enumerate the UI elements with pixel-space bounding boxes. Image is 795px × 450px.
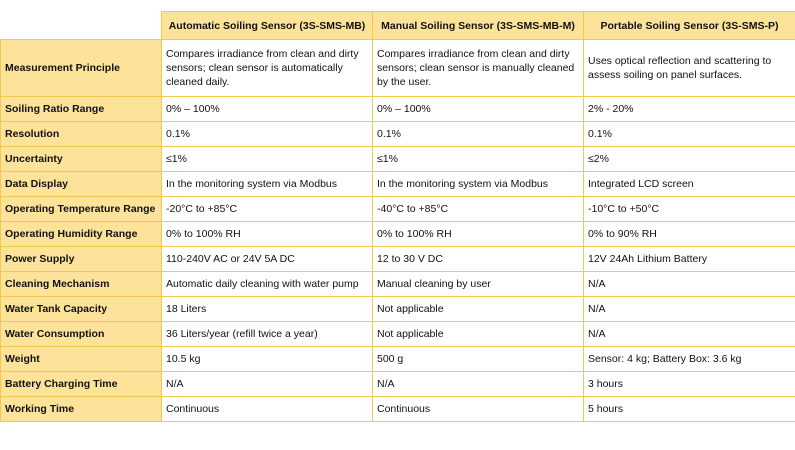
- header-row: Automatic Soiling Sensor (3S-SMS-MB) Man…: [0, 11, 795, 40]
- cell-portable: 0% to 90% RH: [583, 221, 795, 247]
- row-label: Uncertainty: [0, 146, 162, 172]
- cell-portable: 5 hours: [583, 396, 795, 422]
- cell-manual: Compares irradiance from clean and dirty…: [372, 39, 584, 97]
- row-label: Resolution: [0, 121, 162, 147]
- row-label: Operating Temperature Range: [0, 196, 162, 222]
- cell-automatic: 18 Liters: [161, 296, 373, 322]
- cell-automatic: 0% to 100% RH: [161, 221, 373, 247]
- cell-portable: ≤2%: [583, 146, 795, 172]
- cell-automatic: -20°C to +85°C: [161, 196, 373, 222]
- cell-manual: N/A: [372, 371, 584, 397]
- cell-portable: Uses optical reflection and scattering t…: [583, 39, 795, 97]
- cell-manual: 12 to 30 V DC: [372, 246, 584, 272]
- row-label: Water Consumption: [0, 321, 162, 347]
- cell-manual: Continuous: [372, 396, 584, 422]
- row-label: Operating Humidity Range: [0, 221, 162, 247]
- table-row: Weight 10.5 kg 500 g Sensor: 4 kg; Batte…: [0, 346, 795, 372]
- table-row: Working Time Continuous Continuous 5 hou…: [0, 396, 795, 422]
- table-row: Operating Humidity Range 0% to 100% RH 0…: [0, 221, 795, 247]
- cell-manual: 500 g: [372, 346, 584, 372]
- cell-portable: Integrated LCD screen: [583, 171, 795, 197]
- cell-portable: 3 hours: [583, 371, 795, 397]
- row-label: Battery Charging Time: [0, 371, 162, 397]
- cell-automatic: N/A: [161, 371, 373, 397]
- cell-manual: 0.1%: [372, 121, 584, 147]
- row-label: Working Time: [0, 396, 162, 422]
- cell-manual: 0% to 100% RH: [372, 221, 584, 247]
- table-row: Measurement Principle Compares irradianc…: [0, 39, 795, 97]
- row-label: Water Tank Capacity: [0, 296, 162, 322]
- cell-portable: 12V 24Ah Lithium Battery: [583, 246, 795, 272]
- table-row: Water Consumption 36 Liters/year (refill…: [0, 321, 795, 347]
- cell-automatic: 36 Liters/year (refill twice a year): [161, 321, 373, 347]
- table-row: Battery Charging Time N/A N/A 3 hours: [0, 371, 795, 397]
- table-row: Cleaning Mechanism Automatic daily clean…: [0, 271, 795, 297]
- cell-portable: N/A: [583, 321, 795, 347]
- header-automatic-sensor: Automatic Soiling Sensor (3S-SMS-MB): [161, 11, 373, 40]
- spec-comparison-table: Automatic Soiling Sensor (3S-SMS-MB) Man…: [0, 11, 795, 422]
- cell-automatic: ≤1%: [161, 146, 373, 172]
- table-row: Soiling Ratio Range 0% – 100% 0% – 100% …: [0, 96, 795, 122]
- table-row: Power Supply 110-240V AC or 24V 5A DC 12…: [0, 246, 795, 272]
- cell-automatic: 110-240V AC or 24V 5A DC: [161, 246, 373, 272]
- cell-automatic: 0% – 100%: [161, 96, 373, 122]
- cell-manual: -40°C to +85°C: [372, 196, 584, 222]
- table-row: Operating Temperature Range -20°C to +85…: [0, 196, 795, 222]
- cell-manual: In the monitoring system via Modbus: [372, 171, 584, 197]
- row-label: Measurement Principle: [0, 39, 162, 97]
- cell-automatic: In the monitoring system via Modbus: [161, 171, 373, 197]
- row-label: Weight: [0, 346, 162, 372]
- cell-portable: Sensor: 4 kg; Battery Box: 3.6 kg: [583, 346, 795, 372]
- cell-portable: 0.1%: [583, 121, 795, 147]
- header-manual-sensor: Manual Soiling Sensor (3S-SMS-MB-M): [372, 11, 584, 40]
- row-label: Data Display: [0, 171, 162, 197]
- table-row: Uncertainty ≤1% ≤1% ≤2%: [0, 146, 795, 172]
- row-label: Soiling Ratio Range: [0, 96, 162, 122]
- cell-portable: 2% - 20%: [583, 96, 795, 122]
- cell-portable: N/A: [583, 296, 795, 322]
- table-row: Water Tank Capacity 18 Liters Not applic…: [0, 296, 795, 322]
- cell-automatic: Automatic daily cleaning with water pump: [161, 271, 373, 297]
- header-portable-sensor: Portable Soiling Sensor (3S-SMS-P): [583, 11, 795, 40]
- cell-automatic: Continuous: [161, 396, 373, 422]
- cell-automatic: 10.5 kg: [161, 346, 373, 372]
- table-row: Data Display In the monitoring system vi…: [0, 171, 795, 197]
- cell-automatic: Compares irradiance from clean and dirty…: [161, 39, 373, 97]
- header-corner-cell: [0, 11, 162, 40]
- cell-automatic: 0.1%: [161, 121, 373, 147]
- row-label: Cleaning Mechanism: [0, 271, 162, 297]
- row-label: Power Supply: [0, 246, 162, 272]
- table-row: Resolution 0.1% 0.1% 0.1%: [0, 121, 795, 147]
- cell-manual: Not applicable: [372, 296, 584, 322]
- cell-portable: N/A: [583, 271, 795, 297]
- cell-manual: ≤1%: [372, 146, 584, 172]
- cell-portable: -10°C to +50°C: [583, 196, 795, 222]
- cell-manual: 0% – 100%: [372, 96, 584, 122]
- cell-manual: Not applicable: [372, 321, 584, 347]
- cell-manual: Manual cleaning by user: [372, 271, 584, 297]
